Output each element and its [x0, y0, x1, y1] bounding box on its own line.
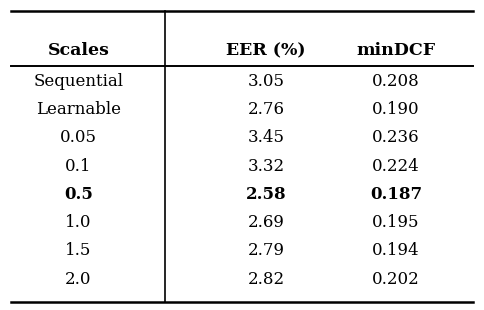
Text: 0.208: 0.208 — [372, 73, 420, 90]
Text: 2.82: 2.82 — [247, 271, 285, 288]
Text: 3.45: 3.45 — [247, 129, 285, 146]
Text: 0.195: 0.195 — [372, 214, 420, 231]
Text: Scales: Scales — [47, 42, 109, 59]
Text: 0.190: 0.190 — [372, 101, 420, 118]
Text: 2.76: 2.76 — [247, 101, 285, 118]
Text: 0.1: 0.1 — [65, 157, 91, 175]
Text: 1.0: 1.0 — [65, 214, 91, 231]
Text: 3.32: 3.32 — [247, 157, 285, 175]
Text: 0.236: 0.236 — [372, 129, 420, 146]
Text: Learnable: Learnable — [36, 101, 121, 118]
Text: 0.5: 0.5 — [64, 186, 93, 203]
Text: minDCF: minDCF — [356, 42, 436, 59]
Text: 0.194: 0.194 — [372, 242, 420, 259]
Text: 2.69: 2.69 — [248, 214, 285, 231]
Text: 1.5: 1.5 — [65, 242, 91, 259]
Text: 0.187: 0.187 — [370, 186, 422, 203]
Text: Sequential: Sequential — [33, 73, 123, 90]
Text: EER (%): EER (%) — [227, 42, 306, 59]
Text: 0.202: 0.202 — [372, 271, 420, 288]
Text: 2.79: 2.79 — [247, 242, 285, 259]
Text: 0.224: 0.224 — [372, 157, 420, 175]
Text: 2.0: 2.0 — [65, 271, 91, 288]
Text: 2.58: 2.58 — [246, 186, 287, 203]
Text: 3.05: 3.05 — [247, 73, 285, 90]
Text: 0.05: 0.05 — [60, 129, 97, 146]
